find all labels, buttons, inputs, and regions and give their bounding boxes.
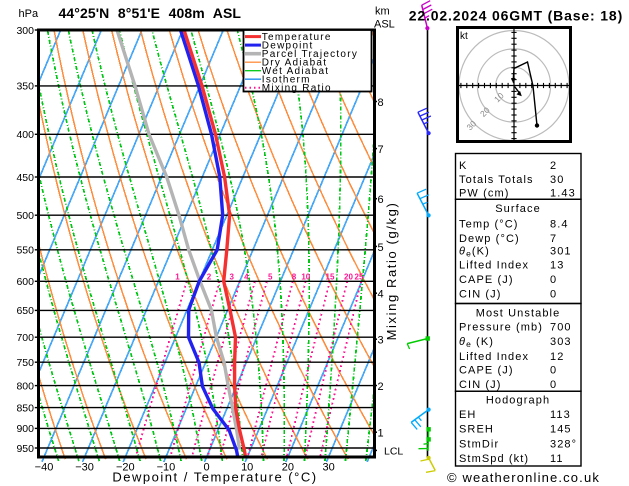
svg-text:7: 7 [378, 144, 384, 156]
svg-text:Surface: Surface [495, 203, 541, 215]
svg-text:LCL: LCL [384, 446, 403, 458]
svg-text:CAPE (J): CAPE (J) [459, 365, 514, 377]
svg-text:8: 8 [292, 273, 297, 282]
svg-text:Hodograph: Hodograph [486, 395, 550, 407]
svg-text:8: 8 [378, 97, 384, 109]
svg-text:0: 0 [550, 289, 557, 301]
svg-text:20: 20 [344, 273, 353, 282]
svg-text:EH: EH [459, 409, 476, 421]
svg-text:Dewp (°C): Dewp (°C) [459, 233, 520, 245]
svg-text:550: 550 [16, 245, 34, 257]
svg-text:301: 301 [550, 245, 572, 257]
svg-text:Most Unstable: Most Unstable [476, 308, 561, 320]
svg-text:4: 4 [244, 273, 249, 282]
svg-text:CIN (J): CIN (J) [459, 379, 502, 391]
svg-text:Lifted Index: Lifted Index [459, 351, 529, 363]
svg-text:Dewpoint / Temperature (°C): Dewpoint / Temperature (°C) [112, 470, 317, 485]
svg-text:Mixing Ratio: Mixing Ratio [262, 83, 332, 94]
svg-text:800: 800 [16, 380, 34, 392]
svg-text:0: 0 [550, 379, 557, 391]
svg-text:11: 11 [550, 453, 564, 465]
svg-text:1.43: 1.43 [550, 188, 576, 200]
svg-text:500: 500 [16, 210, 34, 222]
svg-text:4: 4 [378, 289, 384, 301]
svg-text:−30: −30 [75, 462, 94, 474]
svg-text:Mixing Ratio (g/kg): Mixing Ratio (g/kg) [384, 202, 399, 341]
svg-text:0: 0 [204, 462, 210, 474]
svg-text:SREH: SREH [459, 423, 494, 435]
svg-text:3: 3 [378, 335, 384, 347]
svg-text:700: 700 [16, 332, 34, 344]
svg-text:20: 20 [282, 462, 294, 474]
svg-text:15: 15 [326, 273, 335, 282]
svg-text:Dewpoint: Dewpoint [262, 40, 314, 51]
svg-text:StmSpd (kt): StmSpd (kt) [459, 453, 529, 465]
svg-text:10: 10 [241, 462, 253, 474]
svg-text:2: 2 [550, 160, 557, 172]
svg-text:3: 3 [229, 273, 234, 282]
svg-text:400: 400 [16, 129, 34, 141]
svg-text:328°: 328° [550, 438, 577, 450]
svg-text:6: 6 [378, 194, 384, 206]
svg-text:30: 30 [550, 174, 564, 186]
svg-text:450: 450 [16, 172, 34, 184]
svg-text:−20: −20 [116, 462, 135, 474]
svg-text:−40: −40 [35, 462, 54, 474]
svg-text:900: 900 [16, 423, 34, 435]
svg-text:Lifted Index: Lifted Index [459, 260, 529, 272]
svg-text:Temperature: Temperature [262, 32, 332, 43]
svg-text:0: 0 [550, 274, 557, 286]
svg-text:650: 650 [16, 305, 34, 317]
svg-text:CIN (J): CIN (J) [459, 289, 502, 301]
svg-text:950: 950 [16, 443, 34, 455]
svg-text:Totals Totals: Totals Totals [459, 174, 534, 186]
svg-text:Dry Adiabat: Dry Adiabat [262, 57, 327, 68]
svg-text:5: 5 [268, 273, 273, 282]
svg-text:ASL: ASL [374, 19, 395, 31]
svg-text:hPa: hPa [19, 8, 39, 20]
svg-text:25: 25 [355, 273, 364, 282]
svg-text:303: 303 [550, 336, 572, 348]
svg-text:44°25'N 8°51'E 408m ASL: 44°25'N 8°51'E 408m ASL [59, 5, 242, 21]
svg-text:K: K [459, 160, 467, 172]
svg-text:22.02.2024 06GMT (Base: 18): 22.02.2024 06GMT (Base: 18) [409, 8, 623, 24]
svg-text:12: 12 [550, 351, 564, 363]
svg-text:1: 1 [175, 273, 180, 282]
svg-text:5: 5 [378, 242, 384, 254]
svg-text:700: 700 [550, 321, 572, 333]
svg-text:2: 2 [207, 273, 212, 282]
svg-text:113: 113 [550, 409, 571, 421]
svg-text:kt: kt [460, 31, 468, 42]
svg-text:km: km [375, 5, 390, 17]
svg-text:145: 145 [550, 423, 572, 435]
svg-text:Wet Adiabat: Wet Adiabat [262, 66, 330, 77]
svg-text:© weatheronline.co.uk: © weatheronline.co.uk [447, 470, 600, 485]
svg-text:8.4: 8.4 [550, 218, 569, 230]
svg-text:Pressure (mb): Pressure (mb) [459, 321, 543, 333]
svg-text:−10: −10 [157, 462, 176, 474]
svg-text:13: 13 [550, 260, 564, 272]
svg-text:7: 7 [550, 233, 557, 245]
svg-text:30: 30 [322, 462, 334, 474]
svg-text:10: 10 [301, 273, 310, 282]
svg-text:600: 600 [16, 276, 34, 288]
svg-text:Isotherm: Isotherm [262, 75, 311, 86]
svg-text:350: 350 [16, 81, 34, 93]
svg-text:1: 1 [378, 428, 384, 440]
svg-text:CAPE (J): CAPE (J) [459, 274, 514, 286]
svg-text:2: 2 [378, 381, 384, 393]
svg-text:θe(K): θe(K) [459, 245, 490, 258]
svg-text:750: 750 [16, 357, 34, 369]
svg-text:Parcel Trajectory: Parcel Trajectory [262, 49, 358, 60]
svg-text:850: 850 [16, 402, 34, 414]
svg-text:Temp (°C): Temp (°C) [459, 218, 519, 230]
svg-text:0: 0 [550, 365, 557, 377]
svg-text:300: 300 [16, 25, 34, 37]
svg-text:PW (cm): PW (cm) [459, 188, 509, 200]
svg-text:θe (K): θe (K) [459, 336, 494, 349]
svg-text:StmDir: StmDir [459, 438, 499, 450]
